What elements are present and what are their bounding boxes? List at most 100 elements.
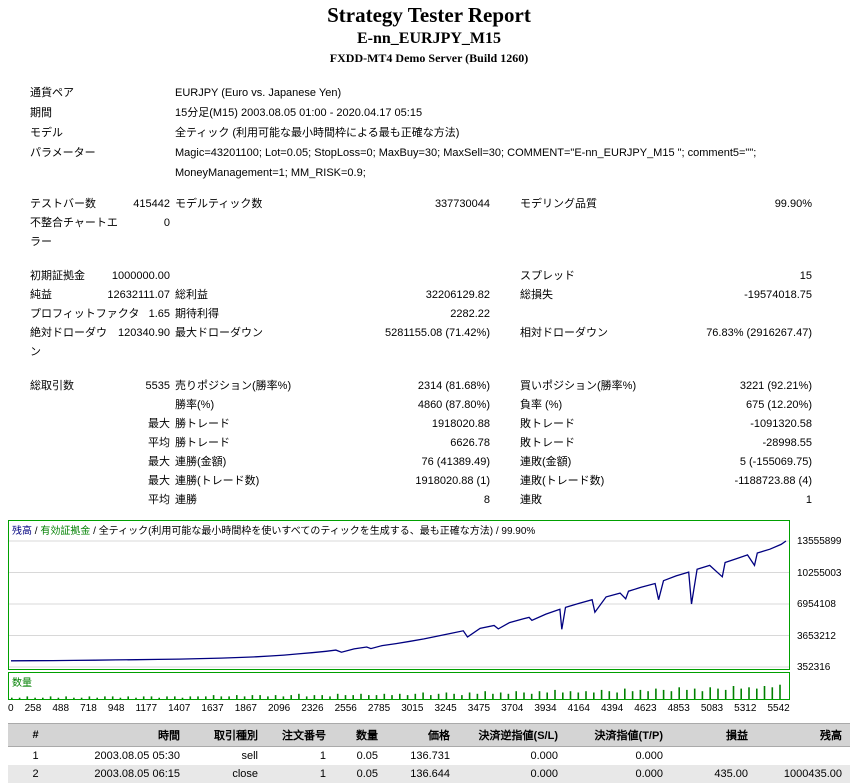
summary-section: 通貨ペア EURJPY (Euro vs. Japanese Yen) 期間 15分足… <box>30 83 828 510</box>
stat-label: 総取引数 <box>30 380 74 392</box>
chart-y-label: 352316 <box>797 662 831 673</box>
stat-group: 絶対ドローダウン 120340.90 <box>30 324 170 362</box>
stat-group: 総利益 32206129.82 <box>175 286 490 305</box>
stat-label: プロフィットファクタ <box>30 308 140 320</box>
chart-x-label: 3245 <box>434 703 457 714</box>
stat-row: 平均 連勝 8 連敗 1 <box>30 491 828 510</box>
stat-group: 勝トレード 6626.78 <box>175 434 490 453</box>
stat-group: 不整合チャートエ ラー 0 <box>30 214 170 252</box>
stat-label: スプレッド <box>520 270 575 282</box>
trade-cell: 2003.08.05 06:15 <box>63 765 188 783</box>
trade-col-header: 損益 <box>671 723 756 747</box>
chart-x-label: 2556 <box>334 703 357 714</box>
stat-value: -28998.55 <box>762 437 812 449</box>
chart-x-label: 2785 <box>367 703 391 714</box>
chart-x-label: 1867 <box>234 703 257 714</box>
chart-y-label: 10255003 <box>797 567 842 579</box>
chart-x-label: 488 <box>52 703 70 714</box>
caption-separator: / <box>493 526 502 537</box>
stat-value: 最大 <box>148 475 170 487</box>
stat-group: 純益 12632111.07 <box>30 286 170 305</box>
trade-cell: 0.05 <box>356 750 378 762</box>
chart-x-label: 1177 <box>135 703 158 714</box>
trade-row: 1 2003.08.05 05:30 sell 1 0.05 136.731 0.000 0.… <box>8 747 850 766</box>
stat-value: 平均 <box>148 494 170 506</box>
stat-group: 勝トレード 1918020.88 <box>175 415 490 434</box>
stat-label: 連敗(金額) <box>520 456 572 468</box>
info-row: 期間 15分足(M15) 2003.08.05 01:00 - 2020.04.1… <box>30 103 828 123</box>
info-label: パラメーター <box>30 147 96 159</box>
info-row: 通貨ペア EURJPY (Euro vs. Japanese Yen) <box>30 83 828 103</box>
stat-value: 最大 <box>148 456 170 468</box>
chart-x-label: 718 <box>80 703 97 714</box>
chart-y-label: 6954108 <box>797 598 836 610</box>
chart-x-axis-labels: 0 258 488 718 948 1177 1407 1637 1867 2096 2326 255… <box>8 703 790 714</box>
stat-value: 415442 <box>133 198 170 210</box>
chart-x-label: 258 <box>24 703 42 714</box>
stat-group: 連敗 1 <box>520 491 812 510</box>
report-symbol-title: E-nn_EURJPY_M15 <box>356 30 501 47</box>
balance-chart-section: 残高 / 有効証拠金 / 全ティック(利用可能な最小時間枠を使いすべてのティック… <box>8 520 850 714</box>
info-value: EURJPY (Euro vs. Japanese Yen) <box>175 87 342 99</box>
stat-group <box>175 267 490 286</box>
stat-label: 純益 <box>30 289 52 301</box>
stat-label: 勝トレード <box>175 437 230 449</box>
stat-label: 総利益 <box>175 289 208 301</box>
stat-value: 15 <box>799 270 812 282</box>
trade-cell: 1 <box>32 750 39 762</box>
chart-x-label: 3704 <box>501 703 524 714</box>
trade-cell: 0.05 <box>334 765 386 783</box>
trade-cell: 0.000 <box>635 750 663 762</box>
stat-label: 連勝 <box>175 494 197 506</box>
stat-group: 初期証拠金 1000000.00 <box>30 267 170 286</box>
trade-col-header: 決済指値(T/P) <box>566 723 671 747</box>
stat-group <box>175 214 490 252</box>
stat-row: 最大 連勝(トレード数) 1918020.88 (1) 連敗(トレード数) -11887… <box>30 472 828 491</box>
stat-value: 1000000.00 <box>111 270 170 282</box>
chart-x-label: 948 <box>107 703 125 714</box>
stat-group: 最大ドローダウン 5281155.08 (71.42%) <box>175 324 490 362</box>
stat-group: 最大 <box>30 453 170 472</box>
stat-group: 総損失 -19574018.75 <box>520 286 812 305</box>
info-value: Magic=43201100; Lot=0.05; StopLoss=0; Ma… <box>175 147 757 179</box>
stat-value: 337730044 <box>434 198 490 210</box>
info-label: モデル <box>30 127 63 139</box>
stat-label: 敗トレード <box>520 418 575 430</box>
stat-group: 期待利得 2282.22 <box>175 305 490 324</box>
trades-table: # 時間 取引種別 注文番号 数量 価格 決済逆指値(S/L) 決済指値(T/P) 損益 残高 1… <box>8 723 850 783</box>
balance-chart: 残高 / 有効証拠金 / 全ティック(利用可能な最小時間枠を使いすべてのティック… <box>8 520 790 670</box>
info-rows: 通貨ペア EURJPY (Euro vs. Japanese Yen) 期間 15分足… <box>30 83 828 183</box>
stat-label: 連勝(金額) <box>175 456 227 468</box>
stat-value: 1918020.88 <box>431 418 490 430</box>
stat-group: 平均 <box>30 434 170 453</box>
stat-row: 総取引数 5535 売りポジション(勝率%) 2314 (81.68%) 買いポジション… <box>30 377 828 396</box>
stat-group: 敗トレード -28998.55 <box>520 434 812 453</box>
chart-x-label: 2096 <box>268 703 291 714</box>
chart-x-label: 4853 <box>667 703 690 714</box>
stat-group <box>520 214 812 252</box>
trade-cell: 0.000 <box>530 750 558 762</box>
stat-value: 4860 (87.80%) <box>417 399 490 411</box>
chart-x-label: 3475 <box>467 703 491 714</box>
trades-header-row: # 時間 取引種別 注文番号 数量 価格 決済逆指値(S/L) 決済指値(T/P) 損益 残高 <box>8 723 850 747</box>
stat-label: 勝率(%) <box>175 399 215 411</box>
stat-value: 2282.22 <box>450 308 490 320</box>
chart-y-axis-labels: 13555899 10255003 6954108 3653212 352316 <box>790 520 850 714</box>
report-title: Strategy Tester Report <box>327 3 531 27</box>
chart-x-label: 1637 <box>201 703 224 714</box>
trade-cell: 136.731 <box>410 750 450 762</box>
trade-col-header: 決済逆指値(S/L) <box>458 723 566 747</box>
stat-label: 相対ドローダウン <box>520 327 608 339</box>
trade-cell: 1000435.00 <box>756 765 850 783</box>
trade-cell: 136.644 <box>386 765 458 783</box>
stat-label: 負率 (%) <box>520 399 563 411</box>
report-server: FXDD-MT4 Demo Server (Build 1260) <box>329 51 529 65</box>
chart-x-label: 3015 <box>401 703 424 714</box>
chart-y-label: 13555899 <box>797 536 842 547</box>
chart-x-label: 5312 <box>734 703 757 714</box>
chart-x-label: 0 <box>8 703 14 714</box>
chart-caption: 残高 / 有効証拠金 / 全ティック(利用可能な最小時間枠を使いすべてのティック… <box>12 522 535 537</box>
chart-x-label: 4394 <box>600 703 624 714</box>
caption-model-label: 全ティック(利用可能な最小時間枠を使いすべてのティックを生成する、最も正確な方法… <box>98 526 494 537</box>
stat-value: 最大 <box>148 418 170 430</box>
